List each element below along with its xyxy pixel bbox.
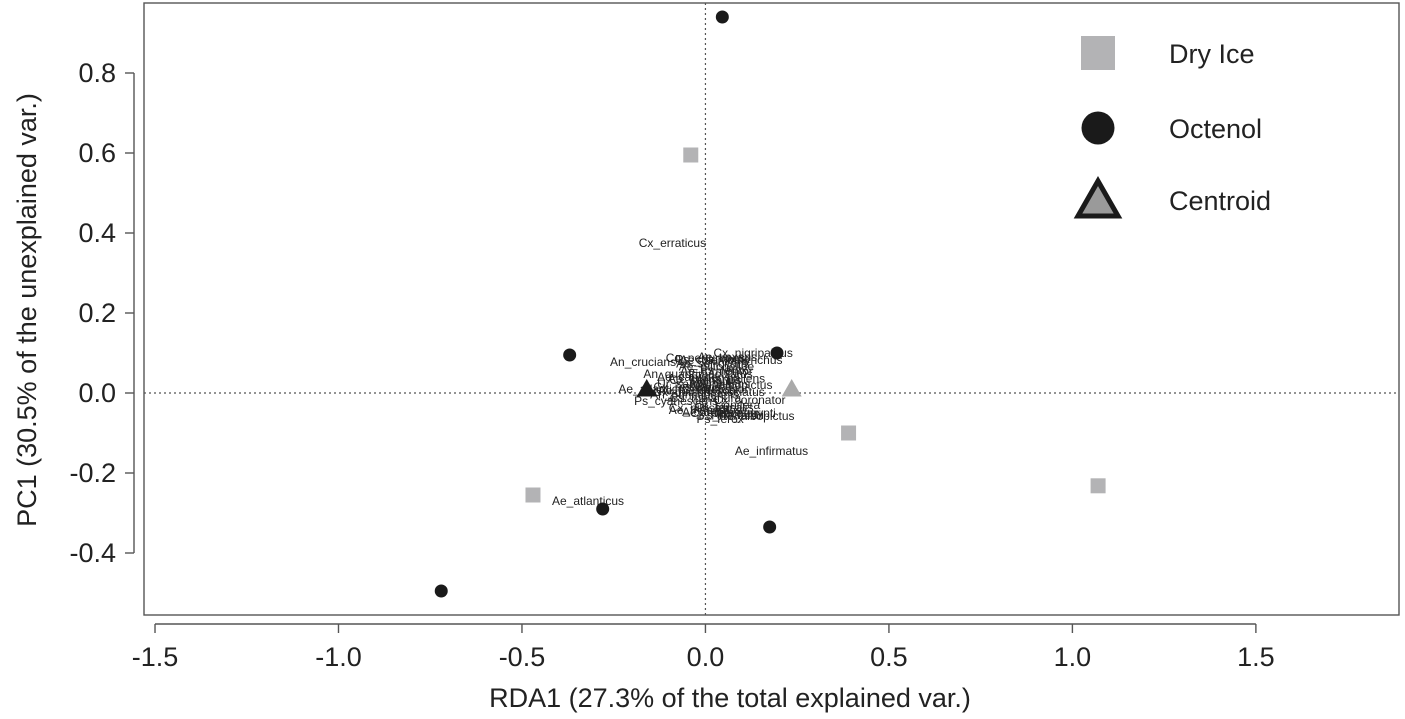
x-tick-label: 1.5 bbox=[1237, 642, 1275, 672]
species-label: Ae_fulvus_pallens bbox=[668, 372, 765, 386]
octenol-point bbox=[770, 346, 784, 360]
species-label: Ae_mitchellae bbox=[679, 360, 755, 374]
species-label: Ma_titillans bbox=[690, 377, 750, 391]
species-label: Ae_albopictus bbox=[719, 409, 794, 423]
y-axis: -0.4 -0.2 0.0 0.2 0.4 0.6 0.8 bbox=[69, 58, 135, 568]
species-label: Ps_cyanescens bbox=[634, 394, 718, 408]
species-label: Ae_triseriatus bbox=[669, 403, 742, 417]
data-points bbox=[434, 10, 1106, 598]
species-label: Ae_vexans bbox=[698, 350, 757, 364]
species-label: Ae_albopictus bbox=[697, 378, 772, 392]
species-label: Cq_perturbans bbox=[666, 351, 745, 365]
species-label: Ae_infirmatus bbox=[735, 444, 808, 458]
species-label: Ps_columbiae bbox=[675, 352, 751, 366]
species-label: Cs_melanura bbox=[670, 391, 742, 405]
species-label: Ps_ferox bbox=[700, 363, 747, 377]
dry-ice-point bbox=[683, 147, 699, 163]
x-tick-label: -1.0 bbox=[315, 642, 362, 672]
x-tick-label: 1.0 bbox=[1054, 642, 1092, 672]
plot-frame bbox=[143, 2, 1400, 616]
species-label: Ae_taeniorhynchus bbox=[680, 353, 783, 367]
legend-triangle-icon bbox=[1073, 175, 1123, 219]
species-label: Ur_sapphirina bbox=[657, 377, 732, 391]
species-label: Ae_atlanticus bbox=[552, 494, 624, 508]
legend-label: Centroid bbox=[1169, 186, 1271, 216]
legend-label: Dry Ice bbox=[1169, 39, 1255, 69]
species-label: Ae_dupreei bbox=[682, 405, 743, 419]
centroid-point bbox=[781, 379, 802, 397]
species-label: Cx_restuans bbox=[653, 380, 720, 394]
species-label: Cx_erraticus bbox=[639, 236, 706, 250]
centroid-point bbox=[636, 379, 657, 397]
species-label: Ae_tormentor bbox=[680, 364, 753, 378]
dry-ice-point bbox=[1090, 478, 1106, 494]
species-label: An_crucians bbox=[610, 355, 676, 369]
octenol-point bbox=[563, 348, 577, 362]
dry-ice-point bbox=[841, 425, 857, 441]
species-label: Cx_salinarius bbox=[669, 373, 741, 387]
x-axis: -1.5 -1.0 -0.5 0.0 0.5 1.0 1.5 bbox=[132, 623, 1275, 672]
dry-ice-point bbox=[525, 487, 541, 503]
y-tick-label: 0.8 bbox=[78, 58, 116, 88]
legend-circle-icon bbox=[1081, 111, 1115, 145]
y-tick-label: 0.6 bbox=[78, 138, 116, 168]
species-label: An_punctipennis bbox=[650, 388, 739, 402]
species-label: Ps_ferox bbox=[696, 412, 743, 426]
x-axis-title: RDA1 (27.3% of the total explained var.) bbox=[489, 683, 971, 713]
y-tick-label: -0.2 bbox=[69, 458, 116, 488]
species-label: Cx_tarsalis bbox=[694, 400, 753, 414]
species-label: Cx_pilosus bbox=[669, 401, 728, 415]
species-label: Cx_peccator bbox=[690, 406, 757, 420]
octenol-point bbox=[763, 520, 777, 534]
species-label: Ae_sollicitans bbox=[676, 356, 749, 370]
species-label: Or_signifera bbox=[695, 398, 761, 412]
species-label: Cx_coronator bbox=[713, 393, 785, 407]
legend-label: Octenol bbox=[1169, 114, 1262, 144]
species-labels: Cx_erraticus Ae_infirmatus Ae_atlanticus An… bbox=[552, 236, 808, 508]
species-label: Cx_quinquefasciatus bbox=[653, 385, 764, 399]
octenol-point bbox=[596, 502, 610, 516]
y-tick-label: 0.0 bbox=[78, 378, 116, 408]
species-label: An_quadrimaculatus bbox=[643, 367, 752, 381]
x-tick-label: 0.5 bbox=[870, 642, 908, 672]
legend-square-icon bbox=[1081, 36, 1115, 70]
x-tick-label: -1.5 bbox=[132, 642, 179, 672]
y-tick-label: 0.4 bbox=[78, 218, 116, 248]
y-tick-label: -0.4 bbox=[69, 538, 116, 568]
species-label: Ae_aegypti bbox=[716, 406, 776, 420]
species-label: Ae_canadensis bbox=[657, 370, 739, 384]
y-axis-title: PC1 (30.5% of the unexplained var.) bbox=[12, 93, 42, 527]
species-label: Ps_howardii bbox=[698, 408, 763, 422]
y-tick-label: 0.2 bbox=[78, 298, 116, 328]
octenol-point bbox=[434, 584, 448, 598]
species-label: Ae_hendersoni bbox=[658, 384, 739, 398]
legend: Dry Ice Octenol Centroid bbox=[1073, 36, 1271, 219]
x-tick-label: -0.5 bbox=[499, 642, 546, 672]
x-tick-label: 0.0 bbox=[687, 642, 725, 672]
octenol-point bbox=[715, 10, 729, 24]
